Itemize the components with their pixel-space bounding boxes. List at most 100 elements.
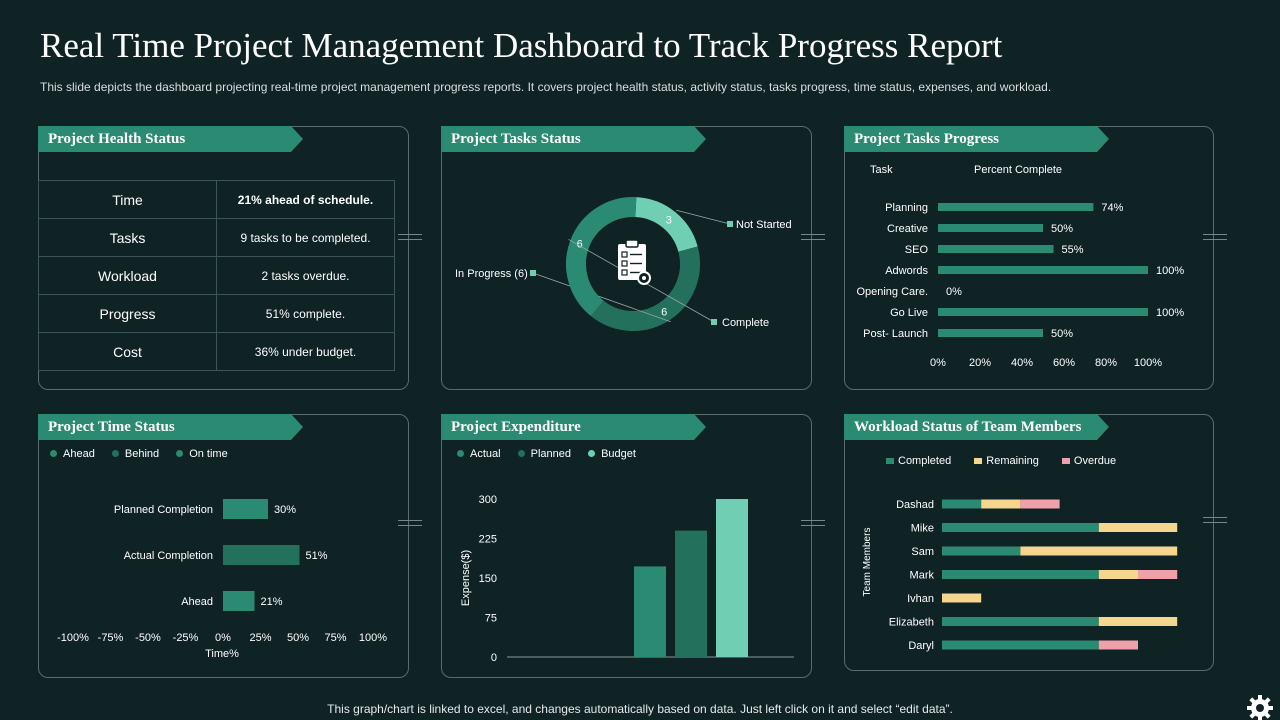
page-title: Real Time Project Management Dashboard t…	[40, 26, 1003, 65]
footer-note: This graph/chart is linked to excel, and…	[327, 702, 953, 716]
time-legend: Ahead Behind On time	[50, 448, 228, 460]
health-label-time: Time	[38, 180, 217, 219]
progress-task-label: Creative	[887, 223, 928, 235]
legend-item-overdue: Overdue	[1061, 455, 1116, 467]
workload-bar-daryl-overdue	[1098, 640, 1138, 650]
time-x-tick: 0%	[215, 632, 231, 644]
progress-x-tick: 20%	[969, 357, 991, 369]
divider-decoration	[1203, 517, 1227, 523]
task-column-header: Task	[870, 164, 893, 176]
workload-member-label: Dashad	[896, 499, 934, 511]
percent-column-header: Percent Complete	[974, 164, 1063, 176]
progress-task-label: Opening Care.	[856, 286, 928, 298]
health-value-tasks: 9 tasks to be completed.	[216, 218, 395, 257]
workload-bar-dashad-completed	[942, 499, 982, 509]
time-category-label: Planned Completion	[114, 504, 213, 516]
workload-bar-sam-remaining	[1020, 546, 1178, 556]
divider-decoration	[801, 520, 825, 526]
progress-value-label: 74%	[1101, 202, 1123, 214]
donut-slice-in-progress-6	[590, 246, 700, 331]
workload-bar-mike-remaining	[1098, 523, 1178, 532]
workload-header: Workload Status of Team Members	[844, 414, 1109, 440]
health-value-progress: 51% complete.	[216, 294, 395, 333]
donut-slice-complete	[566, 197, 637, 317]
health-value-cost: 36% under budget.	[216, 332, 395, 371]
workload-member-label: Ivhan	[907, 593, 934, 605]
health-label-progress: Progress	[38, 294, 217, 333]
page-subtitle: This slide depicts the dashboard project…	[40, 80, 1052, 94]
table-row: Cost 36% under budget.	[38, 332, 395, 371]
donut-category-label: In Progress (6)	[455, 268, 528, 280]
workload-legend: Completed Remaining Overdue	[886, 455, 1116, 467]
health-label-workload: Workload	[38, 256, 217, 295]
workload-member-label: Daryl	[908, 640, 934, 652]
table-row: Time 21% ahead of schedule.	[38, 180, 395, 219]
time-bar-planned-completion	[223, 499, 268, 519]
progress-task-label: Post- Launch	[863, 328, 928, 340]
progress-value-label: 50%	[1051, 223, 1073, 235]
time-x-tick: 50%	[287, 632, 309, 644]
workload-member-label: Elizabeth	[889, 617, 934, 629]
time-status-header: Project Time Status	[38, 414, 303, 440]
donut-label-marker	[530, 270, 536, 276]
time-category-label: Ahead	[181, 596, 213, 608]
workload-bar-dashad-overdue	[1020, 499, 1060, 509]
table-row: Workload 2 tasks overdue.	[38, 256, 395, 295]
workload-bar-chart: Dashad Mike Sam Mark Ivhan Elizabeth Daryl Team…	[862, 499, 1178, 652]
donut-value-label: 3	[666, 215, 672, 227]
time-x-tick: -100%	[57, 632, 89, 644]
progress-value-label: 55%	[1062, 244, 1084, 256]
gear-icon[interactable]	[1246, 694, 1274, 720]
progress-x-tick: 40%	[1011, 357, 1033, 369]
progress-x-tick: 100%	[1134, 357, 1162, 369]
time-x-tick: -75%	[98, 632, 124, 644]
time-status-bar-chart: Planned Completion 30% Actual Completion 51…	[57, 499, 387, 660]
progress-bar-seo	[938, 245, 1054, 253]
divider-decoration	[801, 234, 825, 240]
donut-label-marker	[711, 319, 717, 325]
time-x-tick: -25%	[173, 632, 199, 644]
expense-y-axis-title: Expense($)	[460, 550, 472, 606]
table-row: Tasks 9 tasks to be completed.	[38, 218, 395, 257]
tasks-progress-header: Project Tasks Progress	[844, 126, 1109, 152]
clipboard-checklist-icon	[618, 239, 651, 285]
progress-value-label: 50%	[1051, 328, 1073, 340]
donut-slice-not-started	[634, 197, 698, 253]
time-x-axis-title: Time%	[205, 648, 239, 660]
divider-decoration	[398, 520, 422, 526]
legend-item-on-time: On time	[176, 448, 228, 460]
health-label-tasks: Tasks	[38, 218, 217, 257]
donut-leader-line	[676, 209, 731, 225]
progress-bar-creative	[938, 224, 1043, 232]
progress-bar-go-live	[938, 308, 1148, 316]
workload-bar-elizabeth-completed	[942, 617, 1099, 626]
expenditure-legend: Actual Planned Budget	[457, 448, 636, 460]
workload-member-label: Mike	[911, 523, 934, 535]
progress-task-label: Go Live	[890, 307, 928, 319]
tasks-status-donut-chart: 3 Not Started 6 In Progress (6) 6 Complete	[455, 197, 792, 331]
legend-item-planned: Planned	[517, 448, 571, 460]
health-table: Time 21% ahead of schedule. Tasks 9 tasks …	[38, 180, 395, 371]
progress-value-label: 100%	[1156, 307, 1184, 319]
workload-y-axis-title: Team Members	[862, 528, 873, 597]
divider-decoration	[398, 234, 422, 240]
time-category-label: Actual Completion	[124, 550, 213, 562]
legend-item-completed: Completed	[886, 455, 951, 467]
donut-leader-line	[532, 272, 671, 323]
workload-bar-dashad-remaining	[981, 499, 1021, 509]
workload-bar-mark-remaining	[1098, 570, 1138, 579]
health-header: Project Health Status	[38, 126, 303, 152]
time-bar-actual-completion	[223, 545, 300, 565]
workload-bar-ivhan-remaining	[942, 593, 982, 603]
progress-bar-adwords	[938, 266, 1148, 274]
progress-x-tick: 80%	[1095, 357, 1117, 369]
workload-bar-mark-overdue	[1138, 570, 1178, 579]
expenditure-header: Project Expenditure	[441, 414, 706, 440]
time-value-label: 51%	[306, 550, 328, 562]
donut-value-label: 6	[661, 307, 667, 319]
donut-label-marker	[727, 221, 733, 227]
workload-bar-elizabeth-remaining	[1098, 617, 1178, 626]
expense-y-tick: 0	[491, 652, 497, 664]
table-row: Progress 51% complete.	[38, 294, 395, 333]
expense-bar-planned	[675, 530, 707, 657]
